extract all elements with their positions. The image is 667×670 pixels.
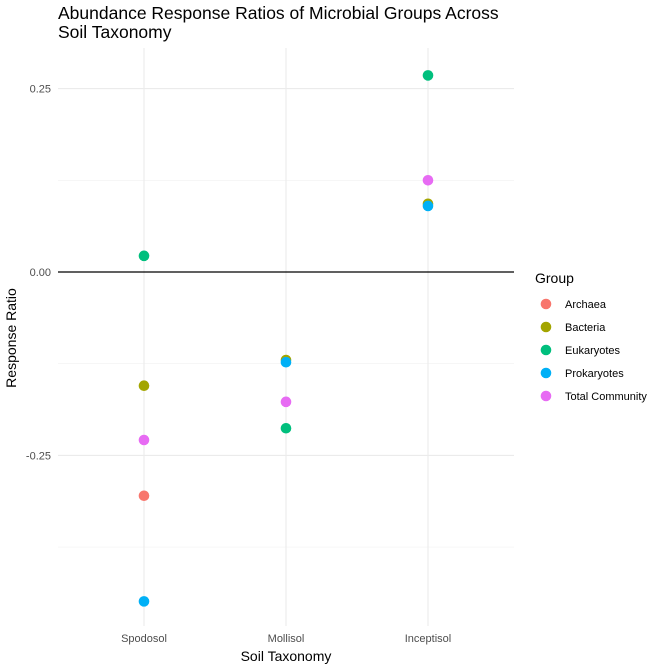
legend-key [540,321,552,333]
x-tick-label: Mollisol [268,633,305,645]
legend-title: Group [535,270,574,286]
legend-key [540,390,552,402]
data-point [138,490,150,502]
plot-grid [58,48,514,626]
data-point [138,380,150,392]
x-axis-ticks: Spodosol Mollisol Inceptisol [121,633,451,645]
data-point [138,596,150,607]
data-point [280,396,292,408]
legend-label: Archaea [565,299,607,311]
chart-title-line-1: Abundance Response Ratios of Microbial G… [58,3,499,23]
y-tick-label: -0.25 [26,450,51,462]
legend-label: Bacteria [565,322,606,334]
y-tick-label: 0.25 [30,84,51,96]
legend-key [540,344,552,356]
legend-key [540,298,552,310]
y-axis-title: Response Ratio [3,288,19,388]
data-point [280,422,292,434]
legend-label: Prokaryotes [565,368,624,380]
legend-label: Eukaryotes [565,345,621,357]
data-point [422,175,434,186]
legend: Group Archaea Bacteria Eukaryotes Prokaryot… [535,270,647,403]
legend-label: Total Community [565,391,647,403]
x-tick-label: Inceptisol [405,633,451,645]
data-point [280,356,292,368]
y-tick-label: 0.00 [30,267,51,279]
legend-key [540,367,552,379]
x-axis-title: Soil Taxonomy [241,648,332,664]
data-point [422,70,434,81]
x-tick-label: Spodosol [121,633,167,645]
y-axis-ticks: 0.25 0.00 -0.25 [26,84,51,463]
chart-title-line-2: Soil Taxonomy [58,22,172,42]
data-point [138,434,150,446]
data-points [138,70,434,607]
data-point [138,250,150,262]
data-point [422,200,434,212]
